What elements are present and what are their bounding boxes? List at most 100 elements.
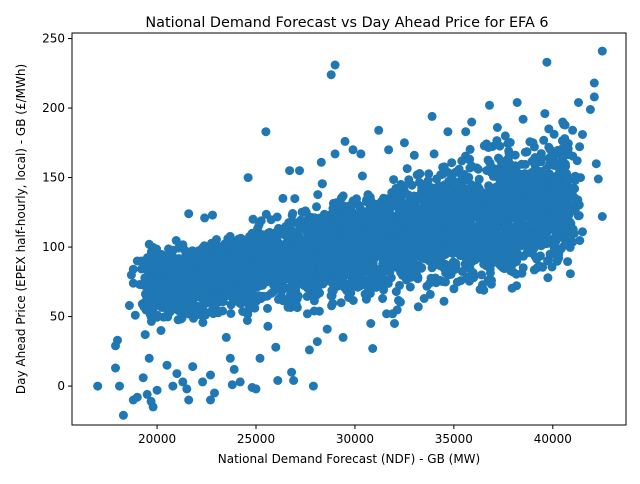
data-point: [499, 249, 508, 259]
data-point: [496, 156, 506, 166]
data-point: [399, 138, 409, 148]
data-point: [366, 319, 376, 328]
data-point: [538, 193, 548, 202]
data-point: [520, 224, 530, 234]
data-point: [276, 262, 286, 272]
data-point: [558, 154, 567, 164]
data-point: [387, 188, 397, 197]
data-point: [321, 224, 331, 234]
x-axis-label: National Demand Forecast (NDF) - GB (MW): [218, 452, 480, 466]
data-point: [566, 231, 576, 241]
data-point: [520, 203, 530, 213]
data-point: [374, 125, 384, 135]
data-point: [464, 172, 474, 182]
data-point: [457, 182, 467, 191]
data-point: [451, 258, 461, 268]
data-point: [342, 212, 352, 222]
data-point: [215, 293, 225, 303]
data-point: [207, 258, 217, 268]
data-point: [178, 377, 188, 387]
data-point: [188, 362, 198, 372]
data-point: [334, 245, 344, 255]
data-point: [301, 208, 311, 217]
data-point: [457, 267, 467, 276]
data-point: [449, 227, 459, 237]
data-point: [484, 207, 494, 217]
data-point: [488, 183, 498, 193]
data-point: [576, 173, 585, 183]
data-point: [128, 278, 138, 288]
data-point: [425, 278, 435, 288]
data-point: [366, 208, 376, 218]
data-point: [199, 287, 209, 297]
data-point: [492, 136, 502, 146]
data-point: [337, 269, 347, 279]
data-point: [391, 287, 401, 297]
data-point: [555, 167, 565, 177]
data-point: [138, 373, 148, 383]
data-point: [128, 395, 138, 405]
data-point: [312, 202, 321, 212]
data-point: [335, 216, 345, 226]
data-point: [360, 253, 370, 263]
data-point: [130, 310, 140, 320]
data-point: [589, 92, 599, 102]
data-point: [402, 231, 412, 240]
data-point: [210, 283, 220, 292]
data-point: [337, 192, 347, 202]
data-point: [316, 157, 326, 167]
data-point: [474, 184, 484, 194]
data-point: [231, 247, 241, 257]
data-point: [573, 211, 583, 221]
data-point: [492, 123, 502, 132]
data-point: [148, 289, 158, 299]
data-point: [548, 214, 558, 224]
data-point: [465, 144, 475, 154]
data-point: [328, 298, 338, 308]
data-point: [348, 281, 358, 291]
x-tick-label: 20000: [138, 432, 176, 446]
data-point: [182, 384, 192, 394]
data-point: [336, 298, 346, 308]
data-point: [187, 286, 197, 296]
y-tick-label: 250: [42, 32, 65, 46]
data-point: [409, 150, 419, 160]
data-point: [565, 269, 575, 279]
data-point: [552, 256, 562, 266]
data-point: [546, 152, 556, 162]
data-point: [412, 264, 422, 274]
data-point: [457, 203, 467, 213]
x-tick-label: 40000: [534, 432, 572, 446]
data-point: [227, 380, 237, 390]
data-point: [93, 381, 103, 391]
data-point: [238, 267, 248, 277]
data-point: [217, 276, 227, 286]
data-point: [288, 209, 298, 218]
data-point: [483, 155, 493, 165]
data-point: [290, 278, 300, 288]
data-point: [319, 243, 329, 253]
data-point: [427, 263, 437, 273]
data-point: [507, 283, 517, 293]
data-point: [156, 326, 166, 335]
data-point: [231, 285, 241, 295]
data-point: [461, 127, 471, 137]
data-point: [593, 174, 603, 184]
data-point: [293, 291, 303, 301]
data-point: [225, 353, 235, 363]
data-point: [254, 220, 264, 230]
data-point: [292, 259, 301, 269]
data-point: [189, 313, 198, 323]
data-point: [545, 144, 555, 154]
data-point: [525, 177, 535, 187]
data-point: [392, 223, 402, 233]
data-point: [144, 276, 154, 286]
data-point: [140, 330, 150, 340]
data-point: [356, 149, 366, 159]
data-point: [287, 367, 297, 377]
data-point: [271, 278, 281, 288]
data-point: [384, 223, 394, 233]
data-point: [597, 212, 607, 221]
data-point: [245, 231, 255, 241]
data-point: [384, 261, 393, 270]
